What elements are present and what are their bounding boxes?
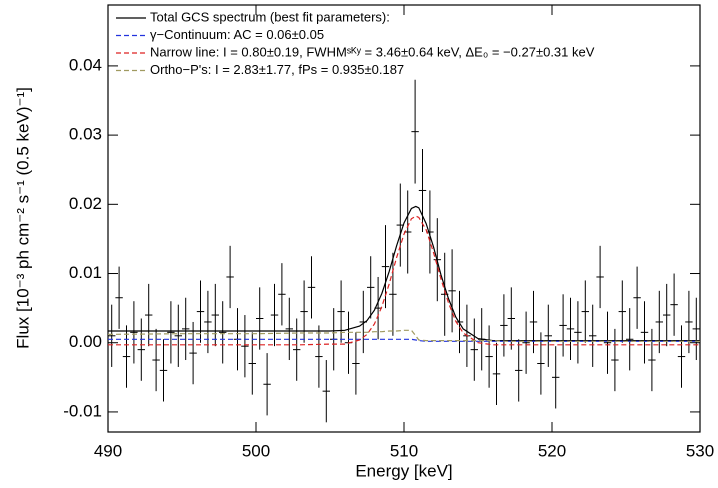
y-tick-label: -0.01 xyxy=(63,401,102,420)
y-tick-label: 0.01 xyxy=(69,263,102,282)
x-tick-label: 490 xyxy=(94,441,122,460)
legend-label: γ−Continuum: AC = 0.06±0.05 xyxy=(150,27,324,42)
y-tick-label: 0.00 xyxy=(69,332,102,351)
y-axis-label: Flux [10⁻³ ph cm⁻² s⁻¹ (0.5 keV)⁻¹] xyxy=(13,87,32,349)
model-line xyxy=(108,205,700,342)
model-line xyxy=(108,338,700,342)
x-axis-label: Energy [keV] xyxy=(355,461,452,480)
x-tick-label: 520 xyxy=(538,441,566,460)
x-tick-label: 510 xyxy=(390,441,418,460)
x-tick-label: 530 xyxy=(686,441,714,460)
legend-label: Ortho−P's: I = 2.83±1.77, fPs = 0.935±0.… xyxy=(150,62,404,77)
y-tick-label: 0.02 xyxy=(69,194,102,213)
y-tick-label: 0.03 xyxy=(69,125,102,144)
x-tick-label: 500 xyxy=(242,441,270,460)
model-line xyxy=(107,329,700,342)
legend-label: Narrow line: I = 0.80±0.19, FWHMˢᴷʸ = 3.… xyxy=(150,44,595,59)
model-line xyxy=(108,215,700,346)
legend-label: Total GCS spectrum (best fit parameters)… xyxy=(150,9,390,24)
y-tick-label: 0.04 xyxy=(69,55,102,74)
